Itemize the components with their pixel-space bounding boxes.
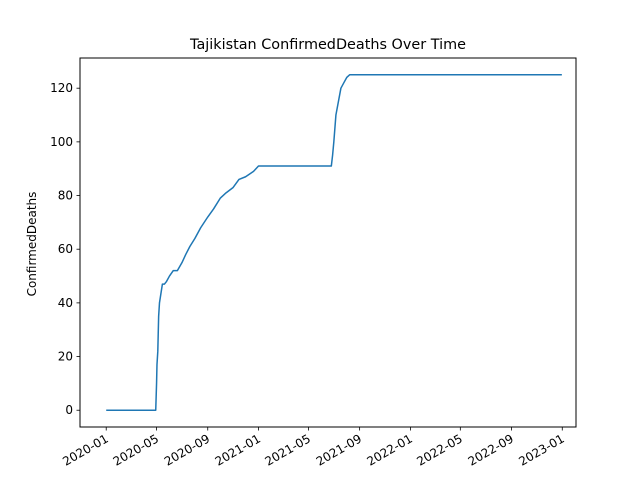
series-line-0 xyxy=(106,74,562,411)
chart-title: Tajikistan ConfirmedDeaths Over Time xyxy=(189,37,466,53)
axes-frame xyxy=(79,57,577,428)
y-tick-label: 40 xyxy=(58,296,73,310)
plot-area xyxy=(106,74,562,411)
y-tick-label: 100 xyxy=(50,135,73,149)
y-tick-label: 120 xyxy=(50,81,73,95)
y-tick-label: 20 xyxy=(58,350,73,364)
y-axis-label: ConfirmedDeaths xyxy=(25,192,39,297)
y-tick-label: 60 xyxy=(58,242,73,256)
y-axis: 0 20 40 60 80 100 120 xyxy=(50,81,80,417)
y-tick-label: 80 xyxy=(58,189,73,203)
y-tick-label: 0 xyxy=(65,403,73,417)
